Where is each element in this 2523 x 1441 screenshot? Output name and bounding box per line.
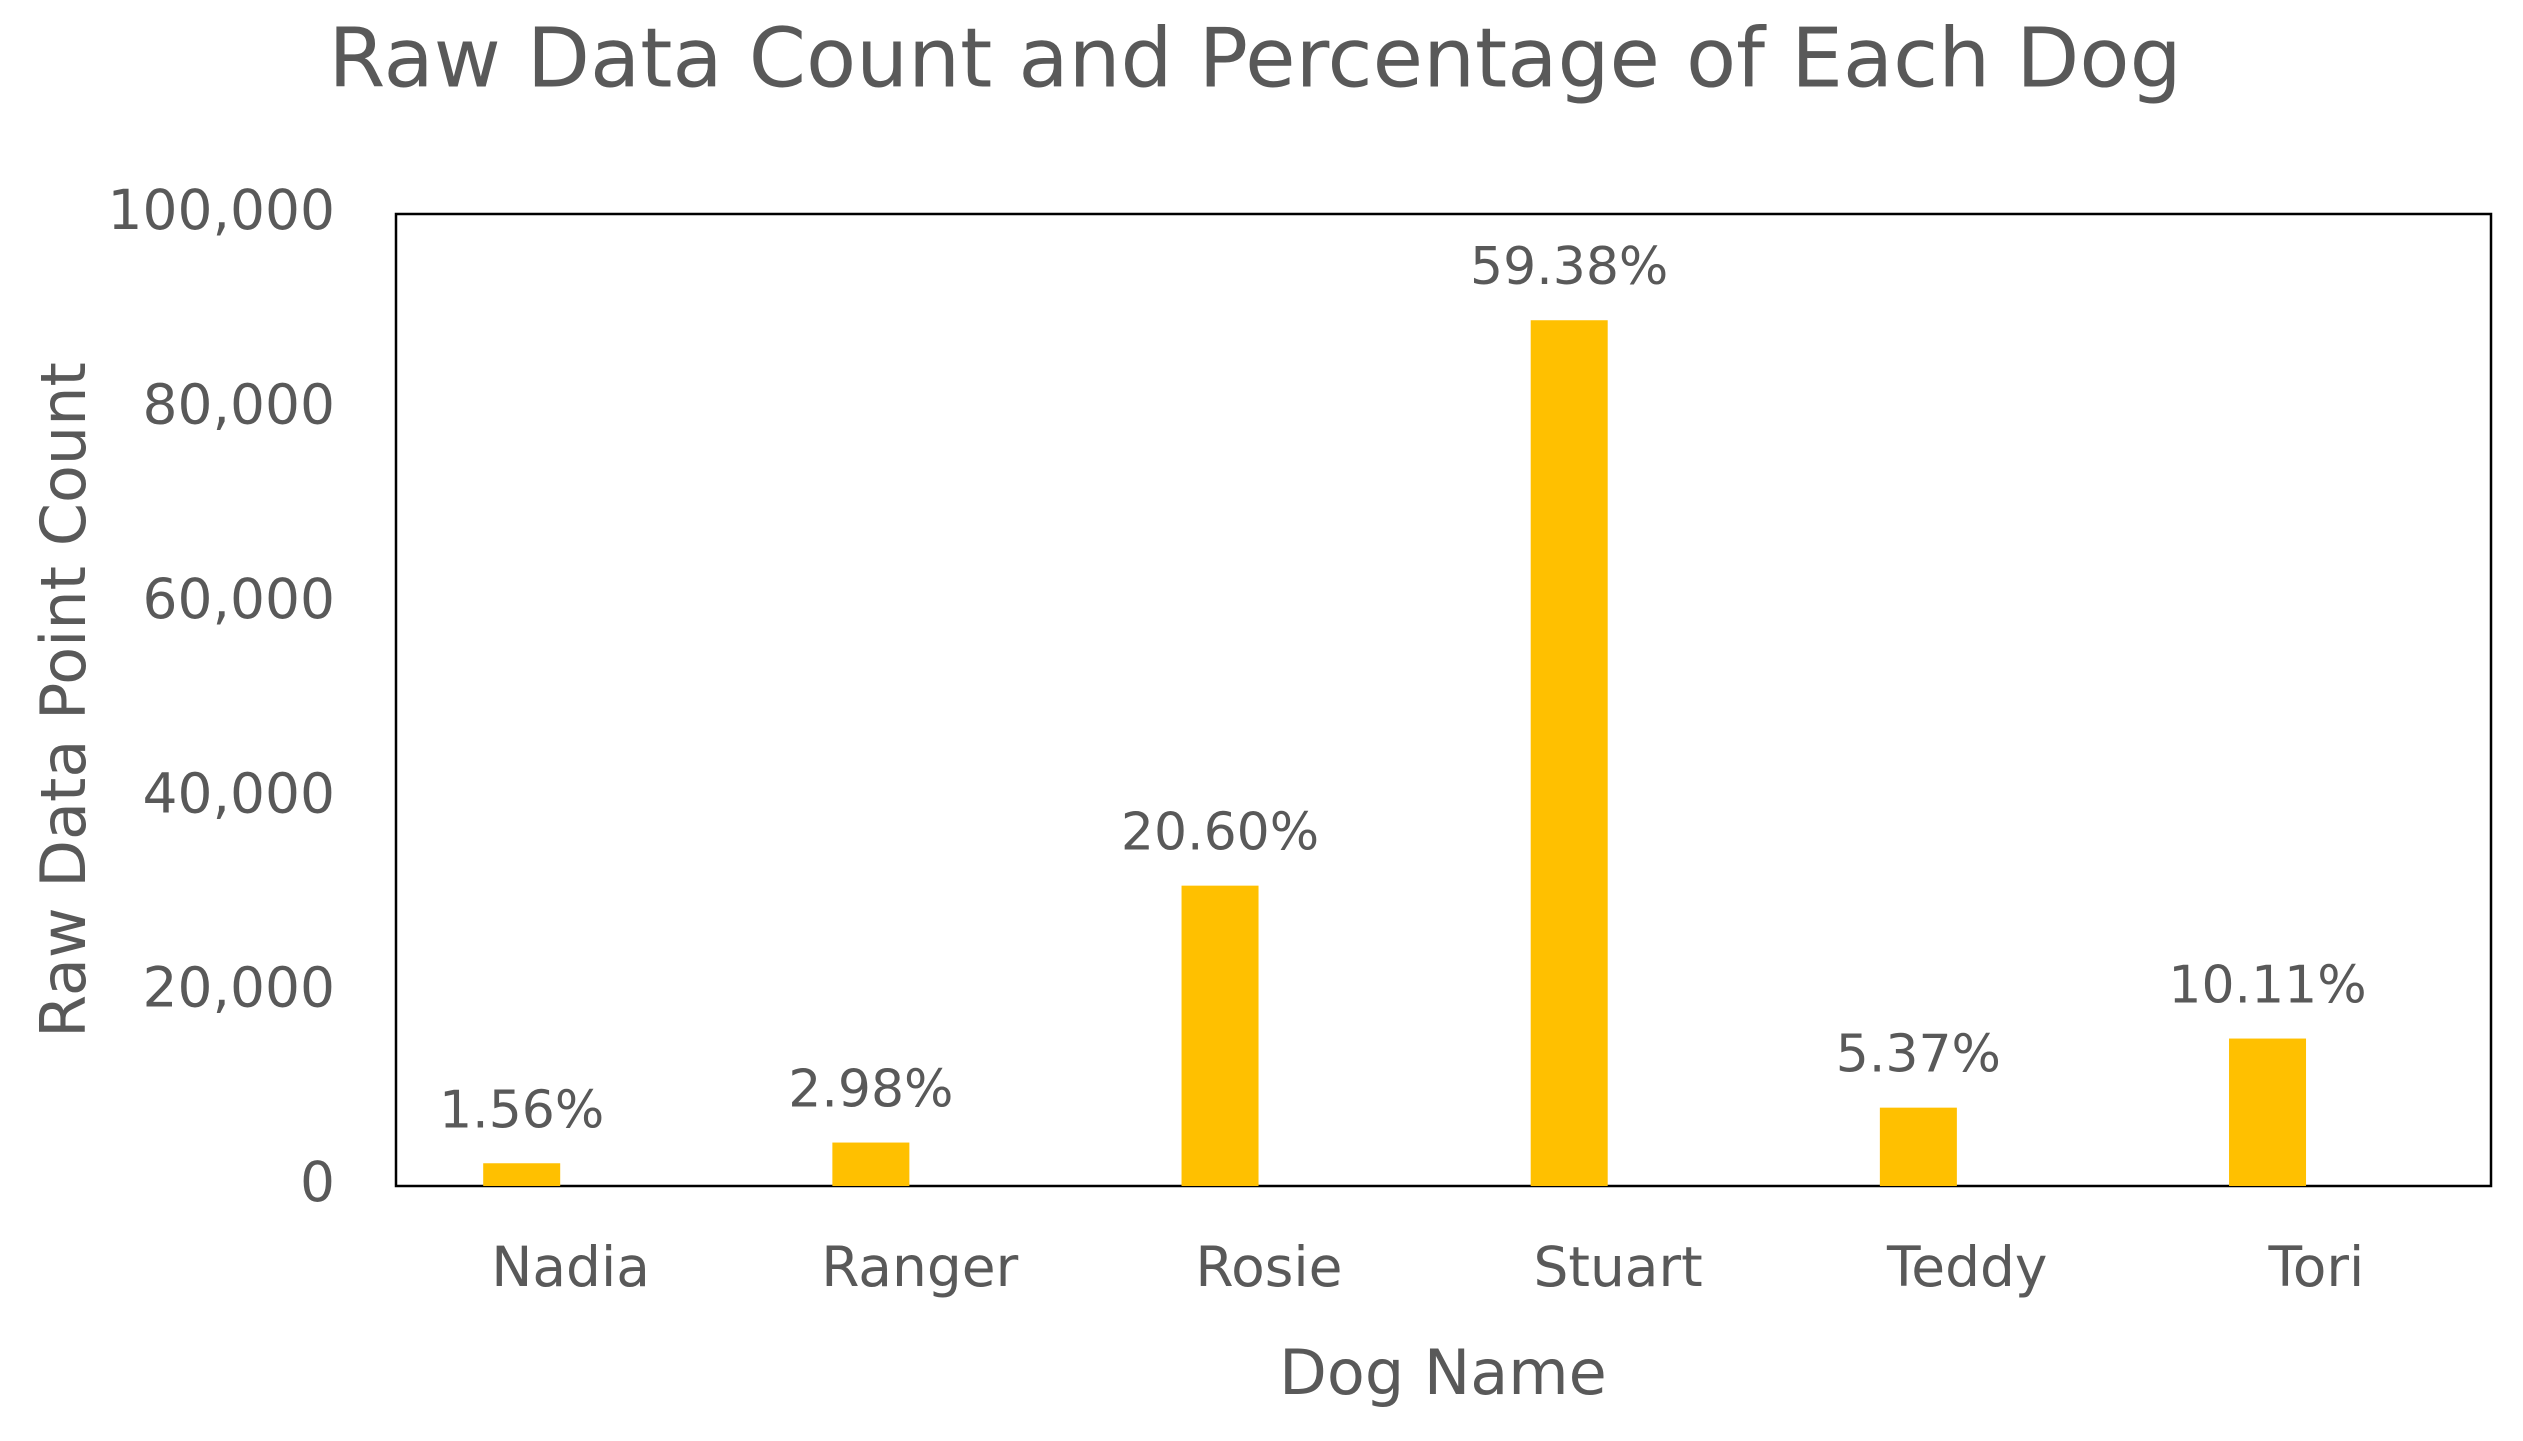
y-tick-label: 80,000 [143, 373, 335, 437]
bar [2229, 1038, 2307, 1186]
data-label: 5.37% [1836, 1025, 2001, 1085]
y-tick-label: 0 [300, 1150, 335, 1214]
y-tick-label: 20,000 [143, 956, 335, 1020]
data-label: 2.98% [788, 1060, 953, 1120]
bar [1530, 320, 1608, 1186]
bar [1879, 1107, 1957, 1186]
y-tick-label: 60,000 [143, 567, 335, 631]
x-tick-label: Stuart [1533, 1235, 1702, 1299]
x-tick-label: Teddy [1886, 1235, 2047, 1299]
x-tick-label: Ranger [821, 1235, 1018, 1299]
bar [1181, 885, 1259, 1186]
data-label: 1.56% [439, 1080, 604, 1140]
x-axis-label: Dog Name [1279, 1336, 1607, 1409]
x-tick-label: Rosie [1195, 1235, 1342, 1299]
plot-frame [394, 212, 2493, 1188]
bar [832, 1142, 910, 1186]
x-tick-label: Tori [2268, 1235, 2365, 1299]
x-tick-label: Nadia [491, 1235, 650, 1299]
chart-title: Raw Data Count and Percentage of Each Do… [328, 11, 2181, 106]
y-tick-label: 40,000 [143, 761, 335, 825]
y-tick-label: 100,000 [108, 178, 335, 242]
data-label: 10.11% [2168, 956, 2366, 1016]
data-label: 59.38% [1470, 237, 1668, 297]
y-axis-label: Raw Data Point Count [27, 362, 100, 1038]
data-label: 20.60% [1121, 803, 1319, 863]
bar [483, 1163, 561, 1186]
